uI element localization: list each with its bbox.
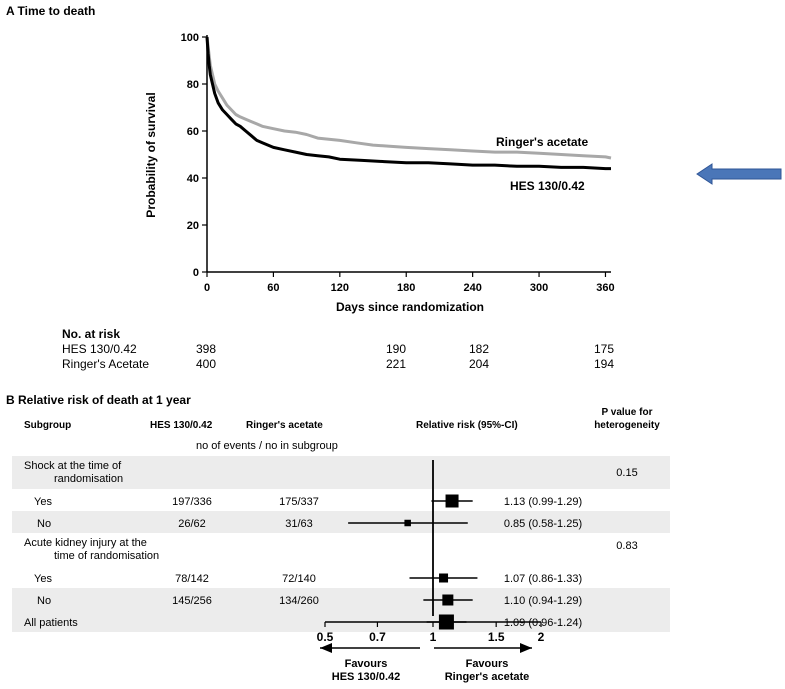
header-ringer: Ringer's acetate (246, 420, 323, 431)
subgroup-row: Yes 197/336 175/337 1.13 (0.99-1.29) (34, 494, 582, 508)
forest-tick-label: 1 (430, 630, 437, 644)
ringer-events: 175/337 (279, 496, 319, 508)
risk-cell: 194 (594, 357, 614, 371)
left-arrow-icon (696, 163, 782, 185)
favours-right: Favours Ringer's acetate (434, 643, 532, 683)
ci-text: 1.13 (0.99-1.29) (504, 496, 582, 508)
risk-table-header: No. at risk (62, 327, 120, 341)
ringer-events: 31/63 (285, 518, 313, 530)
legend-ringers-acetate: Ringer's acetate (496, 135, 589, 149)
p-value: 0.83 (616, 540, 637, 552)
y-tick-label: 40 (187, 173, 199, 185)
subgroup-label: Acute kidney injury at the (24, 537, 147, 549)
point-estimate (445, 494, 459, 508)
risk-cell: 182 (469, 342, 489, 356)
subgroup-row: No 26/62 31/63 0.85 (0.58-1.25) (37, 518, 582, 530)
risk-row-label-ringer: Ringer's Acetate (62, 357, 149, 371)
km-axes: 0 20 40 60 80 100 0 60 120 180 240 300 360 (181, 32, 615, 294)
legend-hes: HES 130/0.42 (510, 179, 585, 193)
y-tick-label: 0 (193, 267, 199, 279)
y-tick-label: 100 (181, 32, 199, 44)
subgroup-label: Shock at the time of (24, 460, 122, 472)
ci-text: 1.07 (0.86-1.33) (504, 573, 582, 585)
favours-left-line1: Favours (345, 658, 388, 670)
x-tick-label: 0 (204, 282, 210, 294)
subgroup-row: Yes 78/142 72/140 1.07 (0.86-1.33) (34, 573, 582, 585)
point-estimate (442, 594, 454, 606)
y-tick-label: 20 (187, 220, 199, 232)
x-tick-label: 60 (267, 282, 279, 294)
x-tick-label: 120 (331, 282, 349, 294)
y-tick-label: 80 (187, 79, 199, 91)
hes-events: 145/256 (172, 595, 212, 607)
ci-text: 0.85 (0.58-1.25) (504, 518, 582, 530)
ringer-events: 134/260 (279, 595, 319, 607)
row-label: No (37, 595, 51, 607)
p-value: 0.15 (616, 467, 637, 479)
x-tick-label: 360 (596, 282, 614, 294)
risk-row-label-hes: HES 130/0.42 (62, 342, 137, 356)
hes-events: 197/336 (172, 496, 212, 508)
header-relative-risk: Relative risk (95%-CI) (416, 420, 518, 431)
y-tick-label: 60 (187, 126, 199, 138)
x-tick-label: 240 (463, 282, 481, 294)
forest-tick-label: 1.5 (488, 630, 505, 644)
series-hes-line (205, 36, 611, 171)
row-band (12, 511, 670, 533)
risk-cell: 400 (196, 357, 216, 371)
row-label: Yes (34, 496, 52, 508)
subgroup-row: No 145/256 134/260 1.10 (0.94-1.29) (37, 594, 582, 607)
risk-cell: 175 (594, 342, 614, 356)
favours-right-line1: Favours (466, 658, 509, 670)
forest-tick-label: 2 (538, 630, 545, 644)
km-y-axis-label: Probability of survival (144, 92, 158, 217)
forest-axis: 0.5 0.7 1 1.5 2 (317, 621, 545, 644)
hes-events: 26/62 (178, 518, 206, 530)
header-heterogeneity: heterogeneity (594, 420, 660, 431)
favours-left-line2: HES 130/0.42 (332, 671, 401, 683)
km-curves (205, 36, 612, 171)
km-x-axis-label: Days since randomization (336, 300, 484, 314)
panel-b-title: B Relative risk of death at 1 year (6, 393, 191, 407)
header-hes: HES 130/0.42 (150, 420, 213, 431)
forest-tick-label: 0.7 (369, 630, 386, 644)
point-estimate (404, 519, 411, 527)
row-band (12, 588, 670, 610)
row-band (12, 456, 670, 489)
favours-left: Favours HES 130/0.42 (320, 643, 420, 683)
row-band (12, 610, 670, 632)
forest-tick-label: 0.5 (317, 630, 334, 644)
subgroup-label-cont: time of randomisation (54, 550, 159, 562)
series-ringers-acetate-line (205, 36, 612, 160)
ringer-events: 72/140 (282, 573, 316, 585)
point-estimate (439, 573, 449, 583)
header-subgroup: Subgroup (24, 420, 71, 431)
risk-cell: 221 (386, 357, 406, 371)
hes-events: 78/142 (175, 573, 209, 585)
risk-cell: 190 (386, 342, 406, 356)
ci-text: 1.09 (0.96-1.24) (504, 617, 582, 629)
ci-text: 1.10 (0.94-1.29) (504, 595, 582, 607)
subheader-events: no of events / no in subgroup (196, 440, 338, 452)
risk-cell: 398 (196, 342, 216, 356)
favours-right-line2: Ringer's acetate (445, 671, 530, 683)
x-tick-label: 180 (397, 282, 415, 294)
subgroup-label-cont: randomisation (54, 473, 123, 485)
risk-cell: 204 (469, 357, 489, 371)
row-label: No (37, 518, 51, 530)
header-p-value: P value for (602, 407, 653, 418)
row-label: All patients (24, 617, 78, 629)
panel-a-title: A Time to death (6, 4, 95, 18)
row-label: Yes (34, 573, 52, 585)
x-tick-label: 300 (530, 282, 548, 294)
